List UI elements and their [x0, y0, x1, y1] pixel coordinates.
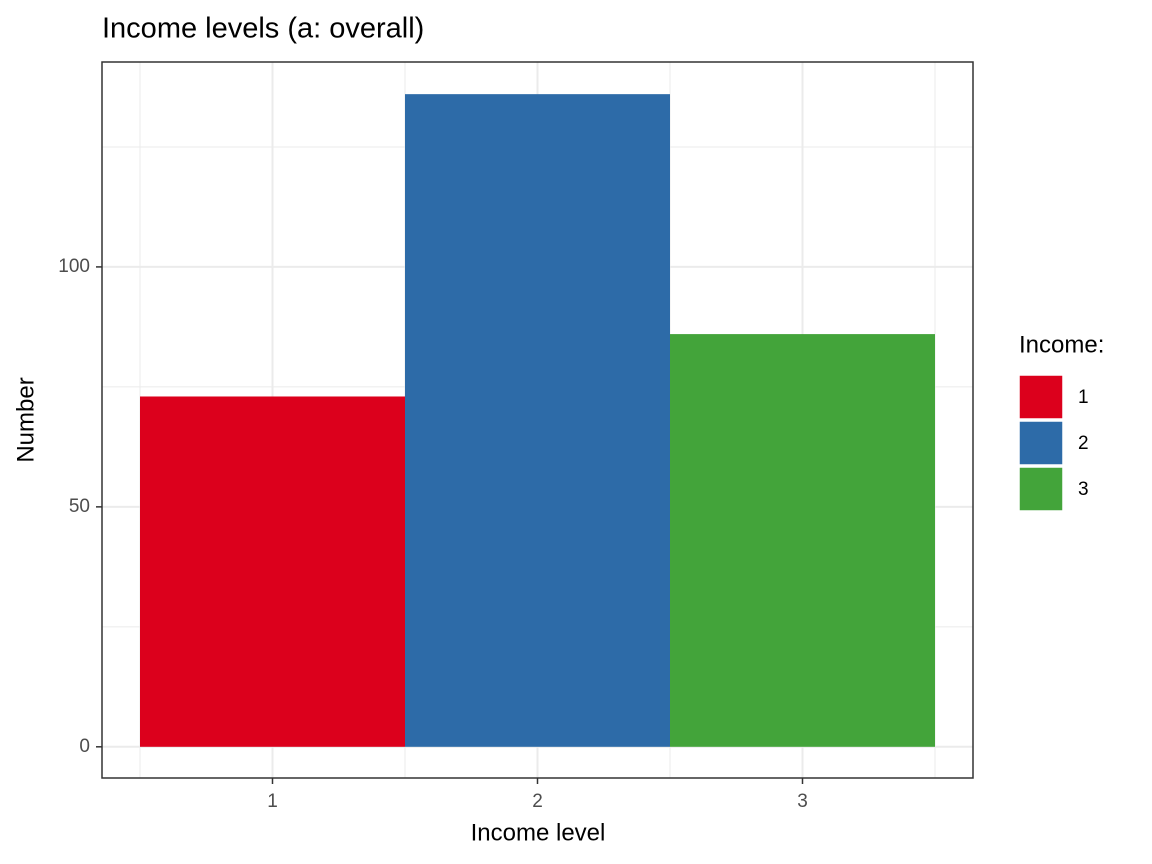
x-tick-label: 2: [532, 791, 543, 812]
legend-label: 1: [1078, 387, 1089, 408]
y-tick-label: 100: [58, 256, 90, 277]
legend-swatch: [1018, 420, 1064, 466]
legend-swatch: [1018, 466, 1064, 512]
x-axis-label: Income level: [471, 819, 606, 846]
y-tick-label: 50: [69, 496, 90, 517]
legend-swatch: [1018, 374, 1064, 420]
bar: [670, 334, 935, 747]
panel-border: [101, 61, 974, 779]
x-tick-label: 1: [267, 791, 278, 812]
bar: [405, 94, 670, 747]
legend-label: 2: [1078, 433, 1089, 454]
bar: [140, 396, 405, 747]
chart-title: Income levels (a: overall): [102, 13, 424, 45]
x-tick-label: 3: [797, 791, 808, 812]
legend-title: Income:: [1019, 331, 1104, 358]
y-tick-label: 0: [79, 736, 90, 757]
y-axis-label: Number: [12, 377, 39, 462]
legend-label: 3: [1078, 479, 1089, 500]
